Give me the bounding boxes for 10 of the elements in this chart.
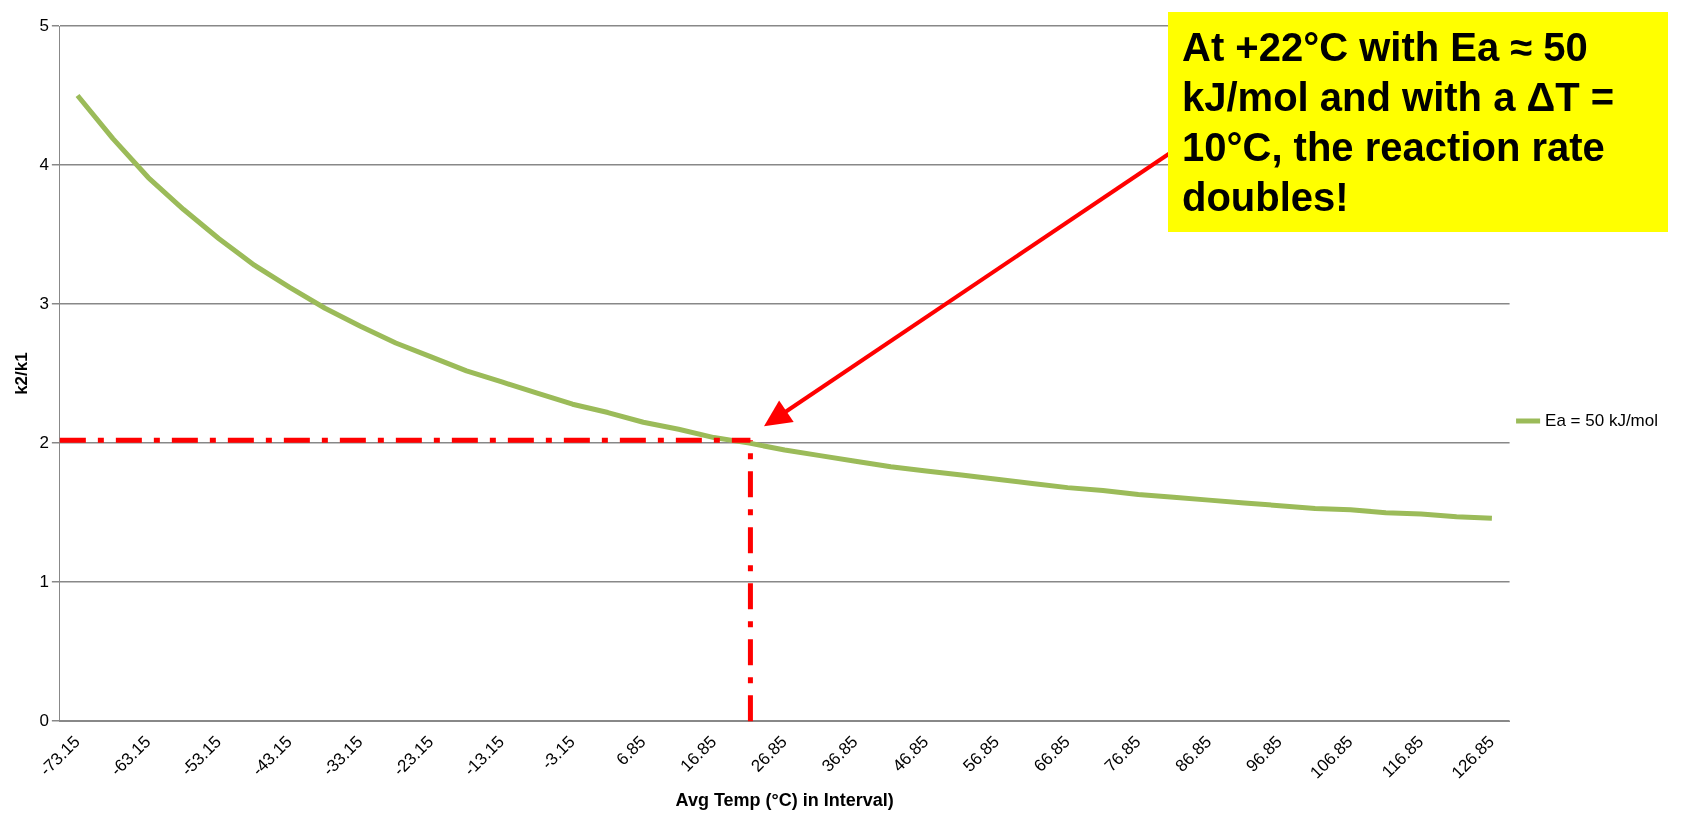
y-tick-label: 3 — [39, 293, 49, 313]
x-axis-title: Avg Temp (°C) in Interval) — [675, 790, 894, 811]
legend-label: Ea = 50 kJ/mol — [1545, 410, 1659, 430]
y-tick-label: 2 — [39, 432, 49, 452]
y-tick-label: 1 — [39, 571, 49, 591]
y-tick-label: 0 — [39, 710, 49, 730]
y-tick-label: 5 — [39, 15, 49, 35]
y-axis-title: k2/k1 — [11, 352, 31, 395]
annotation: At +22°C with Ea ≈ 50 kJ/mol and with a ΔT = 10°C, the reaction rate doubles! — [1168, 12, 1668, 232]
y-tick-label: 4 — [39, 154, 49, 174]
